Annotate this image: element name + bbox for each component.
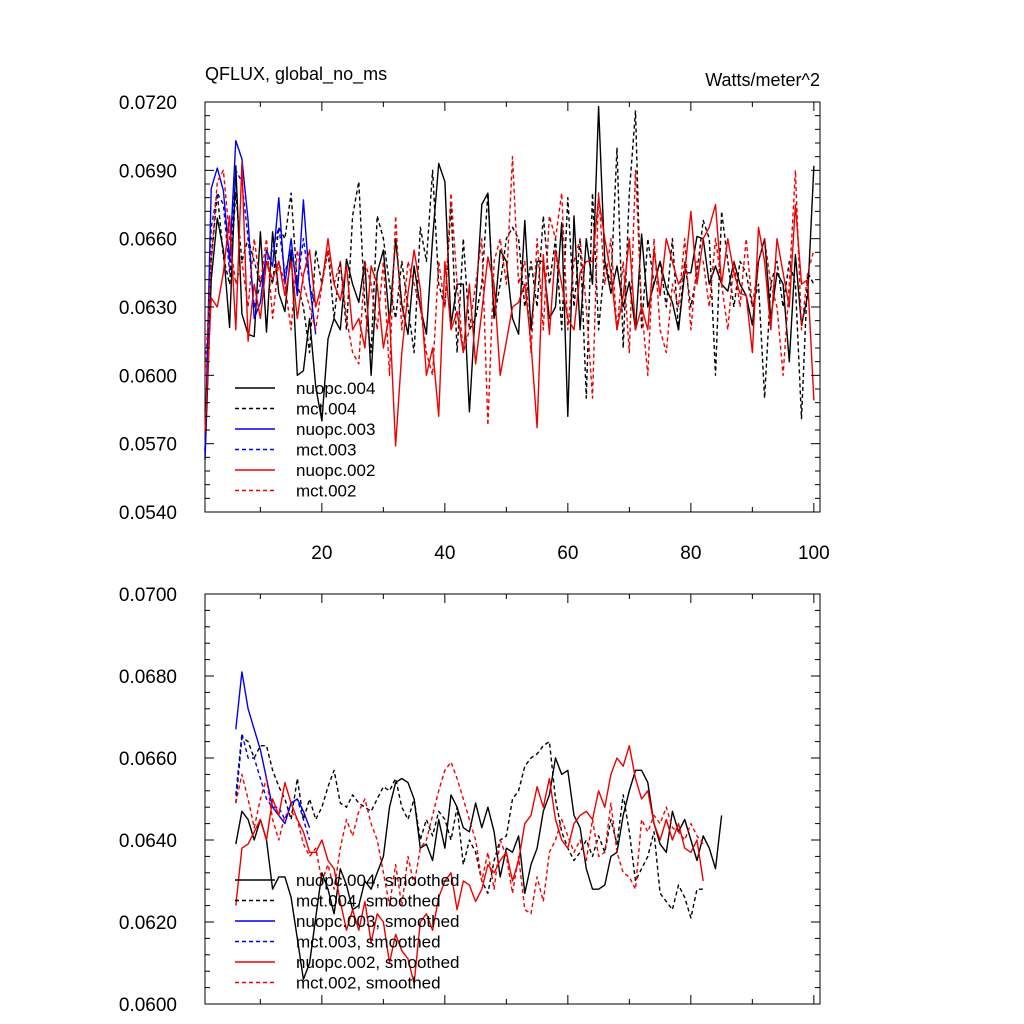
top-panel: QFLUX, global_no_ms Watts/meter^2 0.0540… <box>119 64 830 564</box>
series-line-mct-004-smoothed <box>235 736 704 919</box>
chart-title: QFLUX, global_no_ms <box>205 64 387 85</box>
axis-ticks: 0.0600 0.0620 0.0640 0.0660 0.0680 0.0700 <box>119 585 820 1016</box>
legend-label: mct.003, smoothed <box>296 933 441 952</box>
x-tick-label: 20 <box>311 543 332 564</box>
axis-ticks: 0.0540 0.0570 0.0600 0.0630 0.0660 0.0690 0.07… <box>119 93 830 564</box>
bottom-panel: 0.0600 0.0620 0.0640 0.0660 0.0680 0.0700 nuo… <box>119 585 821 1016</box>
legend-label: mct.002 <box>296 482 356 501</box>
plot-frame <box>204 593 821 1005</box>
y-tick-label: 0.0640 <box>119 831 177 852</box>
legend-label: nuopc.002, smoothed <box>296 953 460 972</box>
x-tick-label: 60 <box>557 543 578 564</box>
legend-label: mct.004 <box>296 400 356 419</box>
legend-label: nuopc.003 <box>296 420 375 439</box>
y-tick-label: 0.0600 <box>119 995 177 1016</box>
legend-label: mct.003 <box>296 441 356 460</box>
legend-label: nuopc.002 <box>296 461 375 480</box>
y-tick-label: 0.0700 <box>119 585 177 606</box>
series-line-nuopc-002 <box>204 162 815 447</box>
series-line-nuopc-003 <box>204 139 317 456</box>
y-tick-label: 0.0680 <box>119 667 177 688</box>
series-line-nuopc-002-smoothed <box>235 745 704 985</box>
series-line-nuopc-004-smoothed <box>235 757 723 981</box>
y-tick-label: 0.0600 <box>119 366 177 387</box>
series-line-mct-002 <box>204 155 815 427</box>
y-tick-label: 0.0690 <box>119 161 177 182</box>
x-tick-label: 40 <box>434 543 455 564</box>
series-group <box>235 671 723 985</box>
x-tick-label: 80 <box>680 543 701 564</box>
series-line-mct-003-smoothed <box>235 732 311 841</box>
y-tick-label: 0.0540 <box>119 503 177 524</box>
legend-label: nuopc.004, smoothed <box>296 871 460 890</box>
y-tick-label: 0.0660 <box>119 749 177 770</box>
y-tick-label: 0.0660 <box>119 230 177 251</box>
legend-label: nuopc.003, smoothed <box>296 912 460 931</box>
legend-label: mct.004, smoothed <box>296 892 441 911</box>
legend-label: nuopc.004 <box>296 379 375 398</box>
units-label: Watts/meter^2 <box>705 70 820 90</box>
legend-label: mct.002, smoothed <box>296 974 441 993</box>
x-tick-label: 100 <box>798 543 830 564</box>
y-tick-label: 0.0570 <box>119 435 177 456</box>
series-line-mct-002-smoothed <box>235 761 704 915</box>
y-tick-label: 0.0720 <box>119 93 177 114</box>
y-tick-label: 0.0630 <box>119 298 177 319</box>
y-tick-label: 0.0620 <box>119 913 177 934</box>
series-group <box>204 105 815 460</box>
